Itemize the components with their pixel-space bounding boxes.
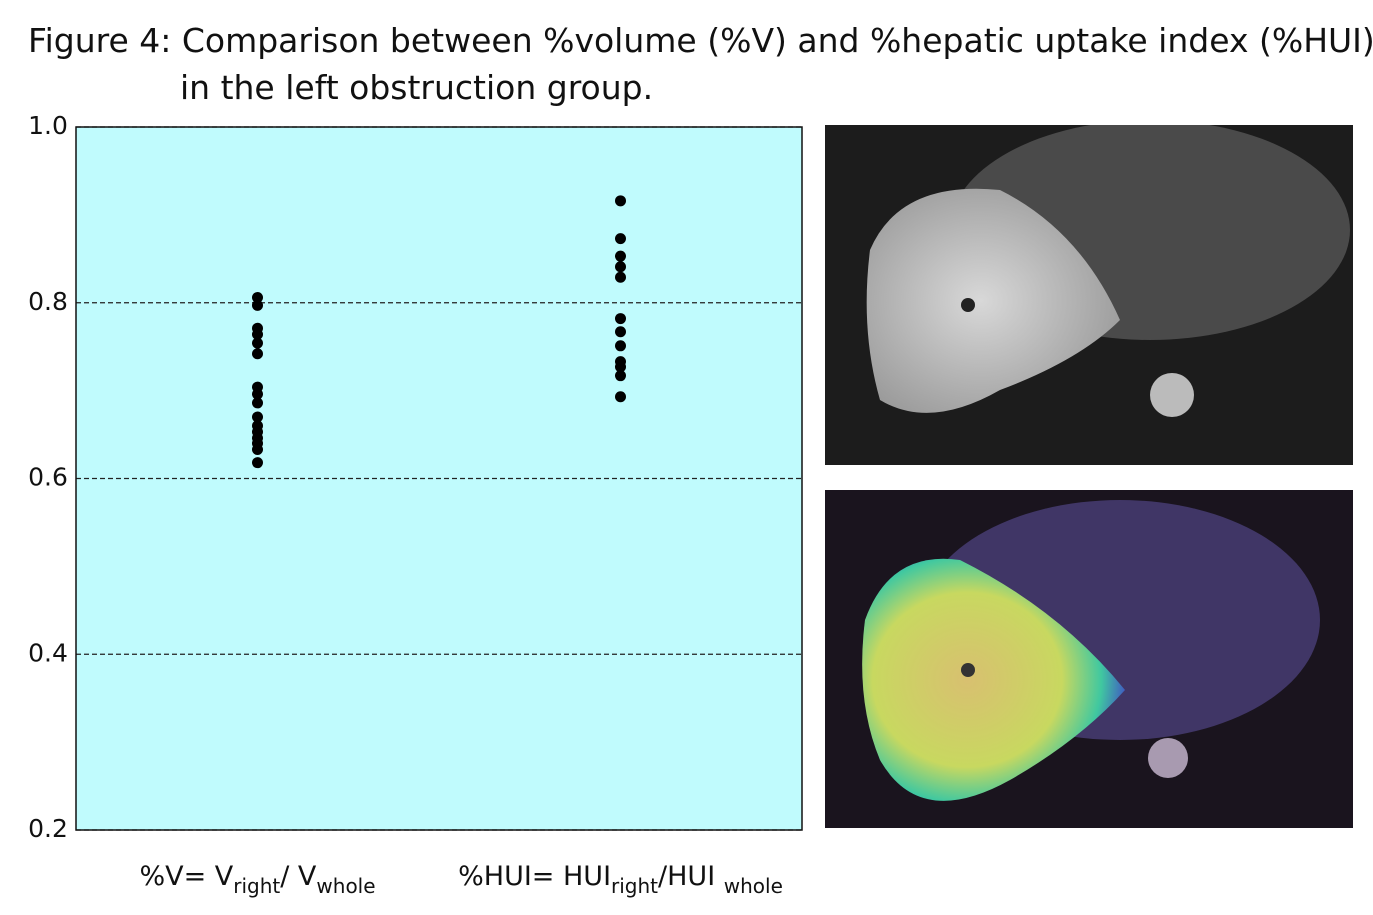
y-tick-label: 0.8 (28, 287, 68, 316)
label-subscript: whole (316, 874, 375, 898)
x-category-label: %V= Vright/ Vwhole (139, 861, 375, 898)
data-point (252, 291, 263, 303)
label-subscript: whole (724, 874, 783, 898)
data-point (252, 457, 263, 469)
data-point (615, 271, 626, 283)
title-line: in the left obstruction group. (180, 68, 653, 107)
label-text: /HUI (658, 861, 724, 892)
label-text: / V (280, 861, 317, 892)
data-point (615, 313, 626, 325)
data-point (615, 261, 626, 273)
data-point (252, 348, 263, 360)
data-point (615, 370, 626, 382)
label-text: %V= V (139, 861, 233, 892)
label-subscript: right (233, 874, 280, 898)
data-point (615, 340, 626, 352)
y-tick-label: 1.0 (28, 111, 68, 140)
plot-frame (75, 126, 803, 831)
data-point (615, 326, 626, 338)
data-point (252, 444, 263, 456)
y-tick-label: 0.4 (28, 638, 68, 667)
y-tick-label: 0.6 (28, 463, 68, 492)
label-text: %HUI= HUI (458, 861, 611, 892)
data-point (252, 411, 263, 423)
data-point (615, 195, 626, 207)
data-point (615, 250, 626, 262)
plot-area: 0.20.40.60.81.0%V= Vright/ Vwhole %HUI= H… (28, 111, 803, 898)
data-point (615, 233, 626, 245)
label-subscript: right (611, 874, 658, 898)
data-point (252, 388, 263, 400)
x-category-label: %HUI= HUIright/HUI whole (458, 861, 783, 898)
data-point (252, 299, 263, 311)
data-point (615, 391, 626, 403)
mri-image (825, 125, 1353, 465)
data-point (252, 337, 263, 349)
data-point (252, 397, 263, 409)
title-line: Figure 4: Comparison between %volume (%V… (28, 21, 1373, 60)
data-point (252, 328, 263, 340)
mri-overlay-image (825, 490, 1353, 828)
y-tick-label: 0.2 (28, 814, 68, 843)
data-point (615, 361, 626, 373)
